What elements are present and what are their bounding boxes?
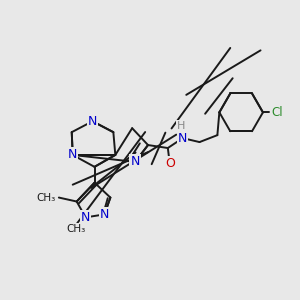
Text: N: N [81, 211, 90, 224]
Text: N: N [88, 115, 97, 128]
Text: N: N [178, 132, 188, 145]
Text: O: O [165, 158, 175, 170]
Text: CH₃: CH₃ [37, 193, 56, 202]
Text: N: N [100, 208, 109, 221]
Text: Cl: Cl [271, 106, 283, 119]
Text: N: N [130, 155, 140, 168]
Text: N: N [68, 148, 77, 161]
Text: CH₃: CH₃ [66, 224, 85, 234]
Text: H: H [176, 121, 185, 131]
